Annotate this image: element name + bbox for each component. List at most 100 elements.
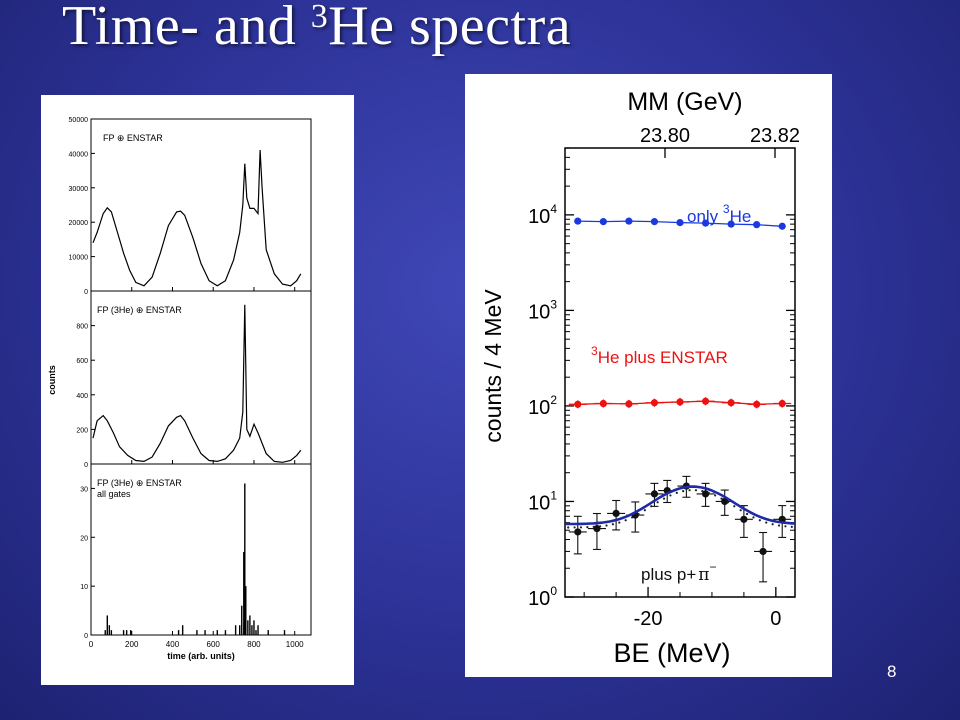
data-point — [701, 219, 710, 227]
simulation-dot — [707, 491, 710, 494]
y-tick-label: 20000 — [69, 220, 89, 227]
data-point — [727, 220, 735, 228]
data-point — [676, 398, 684, 406]
y-tick-label: 103 — [528, 297, 557, 323]
simulation-dot — [701, 490, 704, 493]
data-point — [676, 219, 684, 227]
x-tick-label: 200 — [125, 640, 139, 649]
y-axis-label: counts / 4 MeV — [480, 289, 506, 443]
top-tick-label: 23.82 — [750, 125, 800, 147]
simulation-dot — [752, 516, 755, 519]
panel-frame — [90, 290, 312, 465]
x-tick-label: 0 — [770, 608, 781, 630]
data-point — [740, 515, 748, 523]
simulation-dot — [777, 524, 781, 527]
y-tick-label: 400 — [76, 393, 88, 400]
y-tick-label: 30 — [80, 486, 88, 493]
data-point — [701, 397, 710, 405]
simulation-dot — [637, 512, 640, 516]
simulation-dot — [784, 525, 787, 528]
simulation-dot — [643, 509, 646, 512]
y-axis-label: counts — [47, 365, 57, 395]
y-tick-label: 100 — [528, 584, 557, 610]
data-point — [625, 217, 633, 225]
simulation-dot — [790, 525, 793, 528]
x-tick-label: -20 — [634, 608, 663, 630]
title-superscript: 3 — [310, 0, 329, 35]
simulation-dot — [758, 519, 761, 522]
series-label-only-3he: only 3He — [687, 202, 751, 226]
time-spectra-panel: 0 10000 20000 30000 40000 50000 FP ⊕ ENSTAR 0 20… — [41, 95, 354, 685]
data-point — [721, 497, 729, 506]
simulation-dot — [726, 501, 730, 504]
y-tick-label: 20 — [80, 535, 88, 542]
y-tick-label: 101 — [528, 488, 557, 514]
data-point — [753, 221, 761, 229]
simulation-dot — [714, 494, 717, 497]
simulation-dot — [688, 489, 691, 492]
panel-label: FP ⊕ ENSTAR — [103, 133, 163, 143]
x-tick-label: 1000 — [286, 640, 304, 649]
simulation-dot — [682, 490, 685, 493]
data-point — [574, 528, 582, 536]
data-point — [599, 218, 607, 226]
top-axis-label: MM (GeV) — [627, 88, 742, 116]
simulation-dot — [656, 501, 659, 504]
panel-frame — [90, 118, 312, 292]
simulation-dot — [675, 491, 678, 494]
y-tick-label: 104 — [528, 202, 557, 228]
series-label-plus-p-pi: plus p+ π− — [641, 560, 717, 585]
panel-label-2: all gates — [97, 489, 131, 499]
title-main: Time- and — [62, 0, 311, 57]
simulation-dot — [662, 497, 666, 500]
data-point — [593, 524, 601, 533]
simulation-dot — [579, 526, 583, 529]
data-point — [599, 399, 607, 408]
y-tick-label: 102 — [528, 393, 557, 419]
simulation-dot — [720, 497, 723, 500]
x-axis-label: time (arb. units) — [167, 651, 235, 661]
x-tick-label: 400 — [166, 640, 180, 649]
data-point — [727, 399, 735, 407]
panel-label: FP (3He) ⊕ ENSTAR — [97, 478, 182, 488]
top-tick-label: 23.80 — [640, 125, 690, 147]
spectrum-line — [92, 149, 302, 287]
simulation-dot — [733, 505, 736, 508]
simulation-dot — [599, 525, 602, 528]
data-point — [612, 509, 620, 518]
data-point — [625, 400, 633, 408]
series-label-3he-plus-enstar: 3He plus ENSTAR — [591, 344, 728, 367]
panel-label: FP (3He) ⊕ ENSTAR — [97, 305, 182, 315]
simulation-dot — [771, 523, 774, 526]
simulation-dot — [611, 523, 615, 526]
data-point — [650, 399, 659, 407]
simulation-dot — [618, 521, 621, 524]
x-tick-label: 600 — [207, 640, 221, 649]
be-spectrum-panel: 100 101 102 103 104 -20 0 23.80 23.82 MM (GeV) BE … — [465, 74, 832, 677]
simulation-dot — [573, 526, 576, 529]
y-tick-label: 30000 — [69, 186, 89, 193]
simulation-dot — [669, 494, 672, 497]
x-tick-label: 0 — [89, 640, 94, 649]
data-point — [759, 547, 767, 556]
data-point — [650, 218, 659, 226]
y-tick-label: 0 — [84, 289, 88, 296]
simulation-dot — [605, 524, 608, 527]
simulation-dot — [765, 521, 768, 524]
y-tick-label: 40000 — [69, 151, 89, 158]
simulation-dot — [745, 512, 749, 516]
simulation-dot — [586, 526, 589, 529]
data-point — [650, 490, 659, 498]
data-point — [574, 217, 582, 225]
title-end: He spectra — [328, 0, 572, 57]
data-point — [574, 400, 582, 408]
be-spectrum-chart: 100 101 102 103 104 -20 0 23.80 23.82 MM (GeV) BE … — [480, 88, 800, 668]
data-point — [778, 222, 786, 230]
simulation-dot — [694, 489, 698, 492]
fit-curve — [565, 485, 796, 526]
slide-title: Time- and 3He spectra — [62, 0, 571, 58]
spectrum-line — [92, 304, 302, 463]
data-point — [701, 490, 710, 498]
simulation-dot — [624, 519, 627, 522]
